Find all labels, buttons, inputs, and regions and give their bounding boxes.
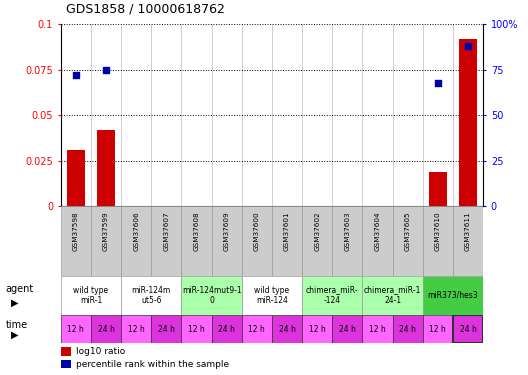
Bar [272, 206, 302, 276]
Bar [362, 315, 393, 343]
Text: GSM37610: GSM37610 [435, 212, 441, 251]
Point [72, 72, 80, 78]
Text: GSM37611: GSM37611 [465, 212, 471, 251]
Text: 12 h: 12 h [369, 325, 386, 334]
Text: wild type
miR-1: wild type miR-1 [73, 286, 108, 305]
Text: GSM37604: GSM37604 [374, 212, 381, 251]
Text: 12 h: 12 h [68, 325, 84, 334]
Text: GSM37599: GSM37599 [103, 212, 109, 251]
Bar [332, 315, 362, 343]
Text: agent: agent [5, 284, 34, 294]
Bar [423, 206, 453, 276]
Text: 12 h: 12 h [309, 325, 326, 334]
Point [433, 80, 442, 86]
Text: miR-124m
ut5-6: miR-124m ut5-6 [131, 286, 171, 305]
Bar [393, 315, 423, 343]
Text: log10 ratio: log10 ratio [76, 347, 125, 356]
Bar [151, 315, 182, 343]
Text: 12 h: 12 h [128, 325, 145, 334]
Text: GSM37600: GSM37600 [254, 212, 260, 251]
Bar [121, 206, 151, 276]
Bar [61, 276, 121, 315]
Text: wild type
miR-124: wild type miR-124 [254, 286, 289, 305]
Bar [242, 276, 302, 315]
Bar [453, 206, 483, 276]
Text: GSM37609: GSM37609 [224, 212, 230, 251]
Text: GSM37608: GSM37608 [193, 212, 200, 251]
Bar [61, 206, 91, 276]
Text: GSM37601: GSM37601 [284, 212, 290, 251]
Text: 12 h: 12 h [188, 325, 205, 334]
Text: 24 h: 24 h [339, 325, 356, 334]
Text: chimera_miR-1
24-1: chimera_miR-1 24-1 [364, 286, 421, 305]
Bar [121, 276, 182, 315]
Text: GSM37603: GSM37603 [344, 212, 351, 251]
Bar [453, 315, 483, 343]
Bar [393, 206, 423, 276]
Text: 24 h: 24 h [399, 325, 416, 334]
Text: GSM37606: GSM37606 [133, 212, 139, 251]
Bar [429, 172, 447, 206]
Bar [151, 206, 182, 276]
Text: miR-124mut9-1
0: miR-124mut9-1 0 [182, 286, 241, 305]
Point [102, 67, 110, 73]
Text: 24 h: 24 h [459, 325, 476, 334]
Bar [242, 206, 272, 276]
Text: chimera_miR-
-124: chimera_miR- -124 [306, 286, 359, 305]
Bar [272, 315, 302, 343]
Bar [97, 130, 115, 206]
Bar [302, 276, 362, 315]
Bar [362, 206, 393, 276]
Text: ▶: ▶ [11, 330, 18, 340]
Bar [121, 315, 151, 343]
Point [464, 43, 472, 49]
Bar [242, 315, 272, 343]
Bar [61, 347, 71, 356]
Text: time: time [5, 320, 27, 330]
Text: 24 h: 24 h [158, 325, 175, 334]
Bar [182, 276, 242, 315]
Bar [302, 206, 332, 276]
Bar [61, 315, 91, 343]
Bar [302, 315, 332, 343]
Text: percentile rank within the sample: percentile rank within the sample [76, 360, 229, 369]
Text: miR373/hes3: miR373/hes3 [428, 291, 478, 300]
Bar [67, 150, 85, 206]
Text: GSM37598: GSM37598 [73, 212, 79, 251]
Bar [212, 206, 242, 276]
Text: GDS1858 / 10000618762: GDS1858 / 10000618762 [66, 2, 225, 15]
Text: 24 h: 24 h [218, 325, 235, 334]
Bar [182, 315, 212, 343]
Text: GSM37602: GSM37602 [314, 212, 320, 251]
Bar [423, 315, 453, 343]
Bar [182, 206, 212, 276]
Bar [459, 39, 477, 206]
Bar [362, 276, 423, 315]
Bar [423, 276, 483, 315]
Bar [91, 206, 121, 276]
Bar [212, 315, 242, 343]
Text: 12 h: 12 h [249, 325, 265, 334]
Text: 24 h: 24 h [98, 325, 115, 334]
Bar [332, 206, 362, 276]
Bar [91, 315, 121, 343]
Text: 24 h: 24 h [279, 325, 296, 334]
Text: GSM37607: GSM37607 [163, 212, 169, 251]
Text: ▶: ▶ [11, 298, 18, 308]
Text: 12 h: 12 h [429, 325, 446, 334]
Text: GSM37605: GSM37605 [404, 212, 411, 251]
Bar [61, 360, 71, 368]
